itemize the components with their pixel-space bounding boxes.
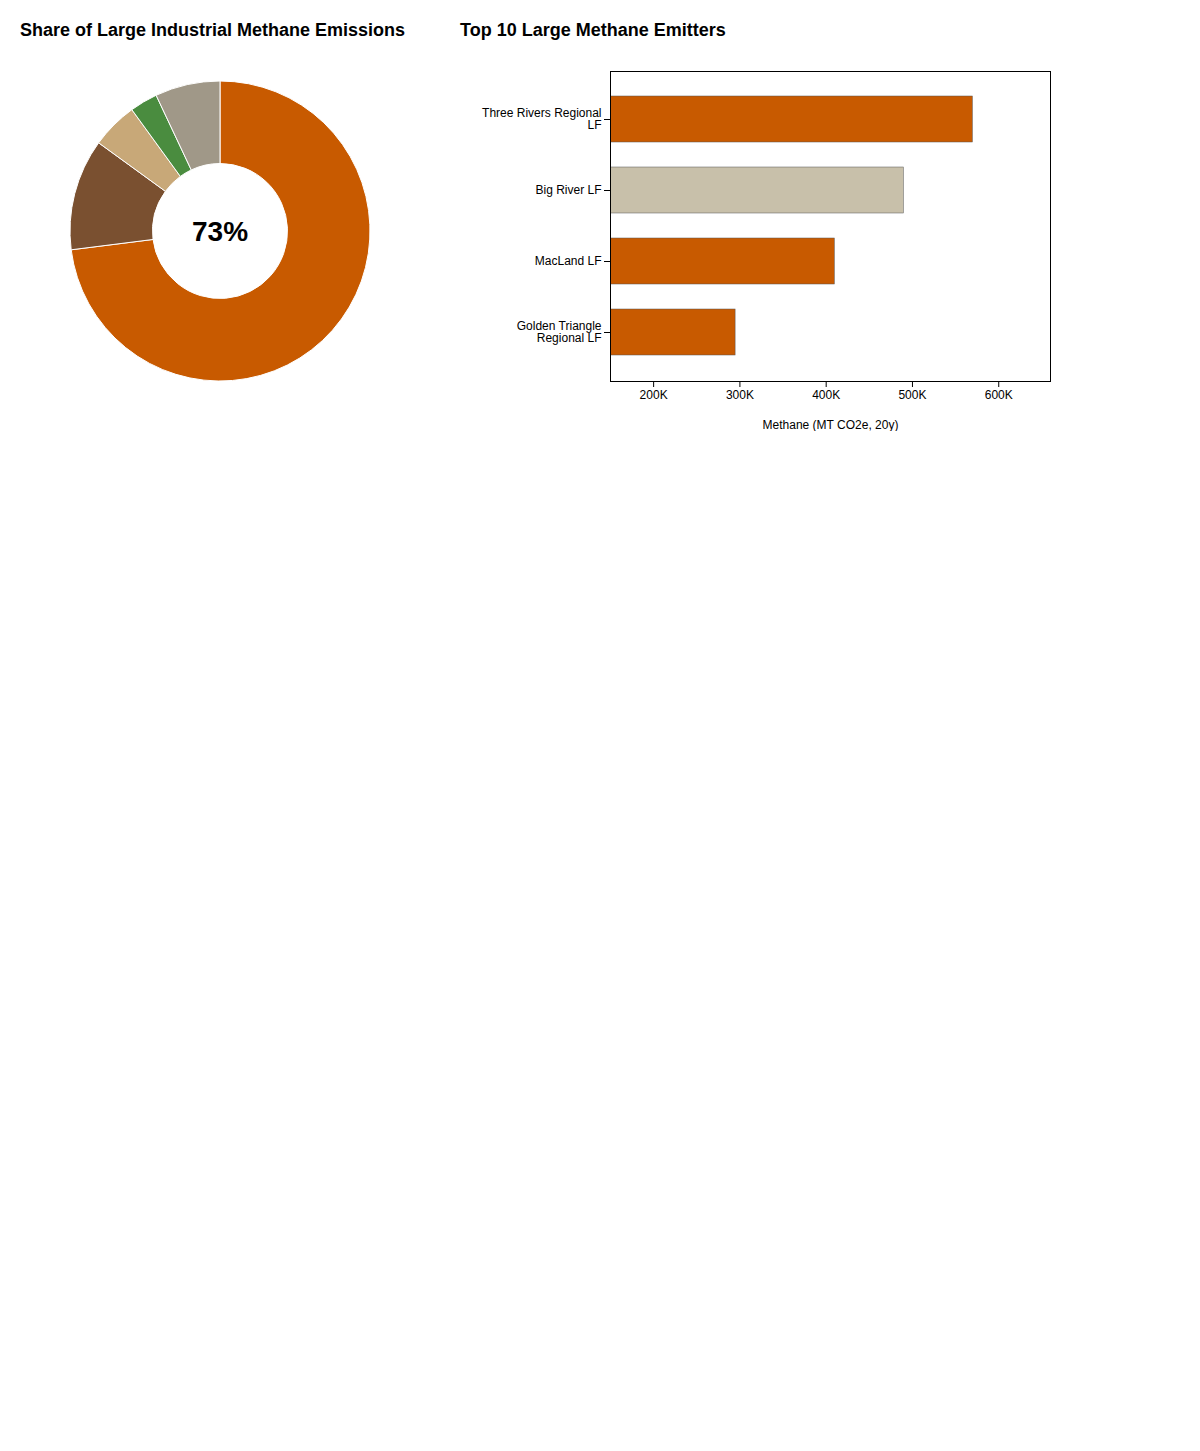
svg-text:600K: 600K xyxy=(985,388,1013,402)
svg-text:400K: 400K xyxy=(812,388,840,402)
svg-text:Methane (MT CO2e, 20y): Methane (MT CO2e, 20y) xyxy=(763,418,899,432)
svg-text:MacLand LF: MacLand LF xyxy=(535,254,602,268)
svg-text:200K: 200K xyxy=(640,388,668,402)
svg-text:Three Rivers RegionalLF: Three Rivers RegionalLF xyxy=(482,106,601,132)
html-text:Top 10 Large Methane Emitters: Top 10 Large Methane Emitters xyxy=(460,20,726,40)
svg-text:Big River LF: Big River LF xyxy=(535,183,601,197)
svg-text:Golden TriangleRegional LF: Golden TriangleRegional LF xyxy=(517,319,602,345)
html-text:Share of Large Industrial Meth: Share of Large Industrial Methane Emissi… xyxy=(20,20,406,40)
svg-text:500K: 500K xyxy=(898,388,926,402)
svg-text:73%: 73% xyxy=(192,216,248,247)
svg-text:300K: 300K xyxy=(726,388,754,402)
